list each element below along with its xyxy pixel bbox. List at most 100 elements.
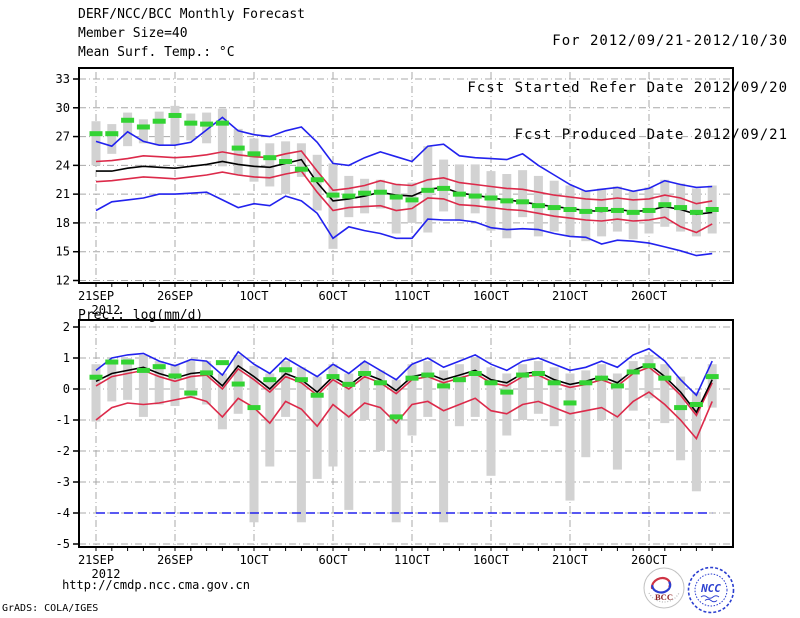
- bottom-chart-title: Prec.: log(mm/d): [78, 308, 204, 323]
- spread-bar: [154, 361, 164, 405]
- spread-bar: [202, 361, 212, 405]
- spread-bar: [328, 163, 338, 249]
- observation-dash: [168, 112, 182, 118]
- observation-dash: [215, 360, 229, 366]
- observation-dash: [279, 159, 293, 165]
- spread-bar: [138, 354, 148, 417]
- x-tick-label: 16OCT: [473, 553, 509, 567]
- spread-bar: [233, 128, 243, 175]
- spread-bar: [486, 367, 496, 476]
- observation-dash: [279, 367, 293, 373]
- observation-dash: [263, 377, 277, 383]
- y-tick-label: -5: [56, 537, 70, 551]
- spread-bar: [281, 361, 291, 417]
- ensemble-mean-line: [95, 363, 713, 414]
- y-tick-label: 27: [56, 130, 70, 144]
- spread-bar: [123, 112, 133, 147]
- observation-dash: [563, 400, 577, 406]
- spread-bar: [391, 183, 401, 234]
- observation-dash: [437, 185, 451, 191]
- spread-bar: [628, 361, 638, 411]
- observation-dash: [531, 371, 545, 376]
- spread-bar: [454, 364, 464, 427]
- observation-dash: [421, 187, 435, 193]
- spread-bar: [533, 361, 543, 414]
- spread-bar: [660, 364, 670, 424]
- x-tick-label: 21SEP: [78, 289, 114, 303]
- observation-dash: [152, 364, 166, 370]
- plot-frame: [78, 67, 734, 284]
- observation-dash: [484, 195, 498, 201]
- observation-dash: [531, 203, 545, 209]
- observation-dash: [500, 389, 514, 395]
- observation-dash: [563, 206, 577, 212]
- x-tick-label: 16OCT: [473, 289, 509, 303]
- observation-dash: [610, 383, 624, 389]
- observation-dash: [389, 414, 403, 420]
- y-tick-label: 15: [56, 245, 70, 259]
- y-tick-label: -1: [56, 413, 70, 427]
- observation-dash: [152, 118, 166, 124]
- observation-dash: [689, 402, 703, 407]
- observation-dash: [200, 121, 214, 127]
- observation-dash: [595, 206, 609, 212]
- ensemble-max-line: [95, 347, 713, 397]
- observation-dash: [373, 380, 387, 386]
- y-tick-label: 1: [63, 351, 70, 365]
- spread-bar: [107, 359, 117, 402]
- observation-dash: [215, 120, 229, 126]
- observation-dash: [405, 375, 419, 381]
- bcc-logo-ring: [643, 567, 685, 609]
- spread-bar: [170, 105, 180, 145]
- observation-dash: [184, 390, 198, 396]
- y-tick-label: 18: [56, 216, 70, 230]
- x-axis-year-label: 2012: [92, 567, 121, 581]
- spread-bar: [439, 159, 449, 212]
- spread-bar: [249, 365, 259, 523]
- observation-dash: [294, 166, 308, 172]
- spread-bar: [217, 373, 227, 430]
- spread-bar: [565, 373, 575, 501]
- observation-dash: [452, 191, 466, 197]
- observation-dash: [247, 151, 261, 157]
- x-tick-label: 11OCT: [394, 289, 430, 303]
- spread-bar: [281, 141, 291, 195]
- observation-dash: [484, 380, 498, 386]
- y-tick-label: -2: [56, 444, 70, 458]
- spread-bar: [581, 370, 591, 458]
- observation-dash: [184, 120, 198, 126]
- y-tick-label: 12: [56, 274, 70, 288]
- spread-bar: [154, 111, 164, 146]
- spread-bar: [581, 190, 591, 242]
- observation-dash: [358, 371, 372, 376]
- observation-dash: [516, 199, 530, 205]
- spread-bar: [107, 124, 117, 154]
- x-tick-label: 26OCT: [631, 553, 667, 567]
- spread-bar: [186, 113, 196, 141]
- x-tick-label: 21SEP: [78, 553, 114, 567]
- observation-dash: [437, 383, 451, 389]
- observation-dash: [342, 381, 356, 387]
- spread-bar: [707, 364, 717, 408]
- x-tick-label: 26SEP: [157, 553, 193, 567]
- observation-dash: [373, 189, 387, 195]
- spread-bar: [91, 121, 101, 166]
- observation-dash: [579, 208, 593, 214]
- x-tick-label: 21OCT: [552, 553, 588, 567]
- x-tick-label: 6OCT: [319, 553, 348, 567]
- spread-bar: [265, 143, 275, 187]
- fcst-produced-date-label: Fcst Produced Date 2012/09/21: [514, 127, 788, 143]
- plot-frame: [78, 319, 734, 548]
- spread-bar: [202, 112, 212, 144]
- header-right-block: For 2012/09/21-2012/10/30 Fcst Started R…: [467, 6, 788, 175]
- observation-dash: [294, 377, 308, 383]
- spread-bar: [691, 392, 701, 492]
- observation-dash: [105, 359, 119, 365]
- ncc-inner-ring-icon: [694, 573, 728, 607]
- observation-dash: [705, 374, 719, 380]
- observation-dash: [231, 381, 245, 387]
- observation-dash: [105, 131, 119, 137]
- logos: BCC NCC: [643, 566, 735, 614]
- upper-quartile-line: [95, 366, 713, 417]
